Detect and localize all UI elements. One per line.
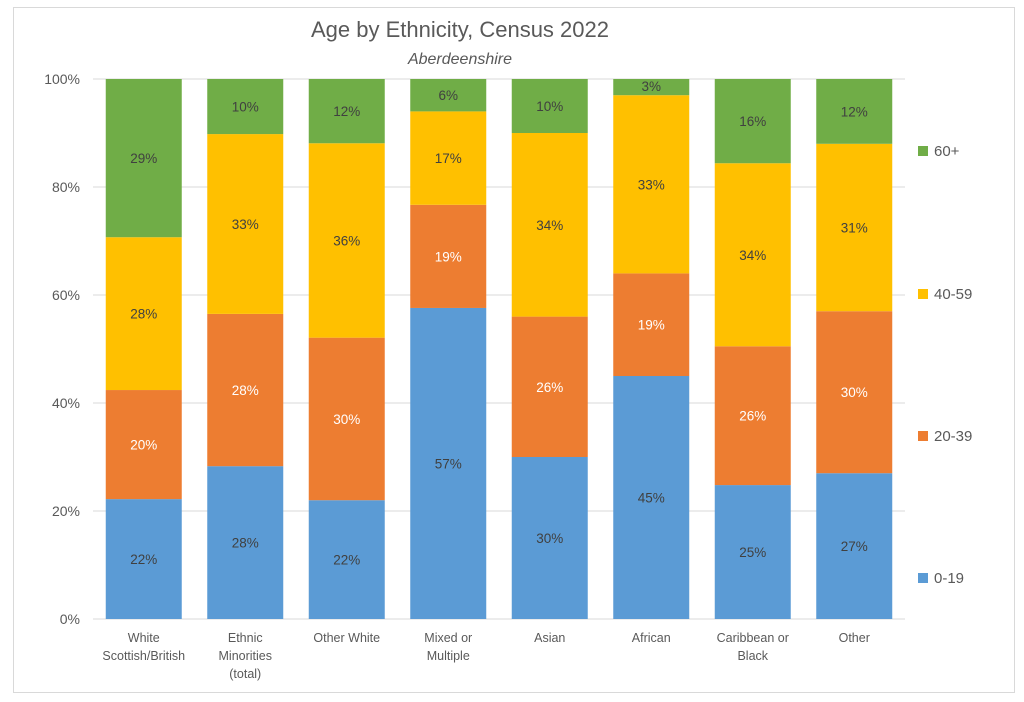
bar-segment-20-39 [714, 346, 791, 486]
y-tick-label: 60% [52, 287, 80, 303]
data-label: 30% [536, 531, 563, 546]
y-tick-label: 20% [52, 503, 80, 519]
data-label: 28% [232, 383, 259, 398]
bar-segment-20-39 [207, 313, 284, 467]
data-label: 30% [333, 412, 360, 427]
data-label: 26% [536, 380, 563, 395]
data-label: 25% [739, 545, 766, 560]
bar-segment-40-59 [410, 111, 487, 205]
bar-segment-40-59 [714, 163, 791, 347]
data-label: 19% [638, 318, 665, 333]
data-label: 57% [435, 456, 462, 471]
bar-segment-0-19 [816, 473, 893, 619]
legend: 60+ 40-59 20-39 0-19 [918, 143, 972, 587]
data-label: 10% [536, 99, 563, 114]
data-label: 12% [333, 104, 360, 119]
bar-segment-40-59 [207, 134, 284, 314]
chart-title: Age by Ethnicity, Census 2022 [311, 17, 609, 42]
x-category-label: African [632, 631, 671, 645]
data-label: 34% [739, 248, 766, 263]
legend-label-20-39: 20-39 [934, 428, 972, 445]
data-label: 22% [333, 553, 360, 568]
y-tick-label: 40% [52, 395, 80, 411]
bar-segment-0-19 [308, 500, 385, 619]
x-category-label: Other [839, 631, 870, 645]
x-category-label: (total) [229, 667, 261, 681]
bar-segment-20-39 [410, 204, 487, 308]
legend-label-40-59: 40-59 [934, 286, 972, 303]
chart-subtitle: Aberdeenshire [407, 51, 512, 68]
bar-segment-20-39 [816, 311, 893, 474]
data-label: 31% [841, 221, 868, 236]
bar-segment-40-59 [308, 143, 385, 338]
data-label: 29% [130, 151, 157, 166]
data-label: 30% [841, 385, 868, 400]
data-label: 27% [841, 539, 868, 554]
bar-segment-0-19 [511, 457, 588, 619]
bar-segment-20-39 [613, 273, 690, 376]
x-category-label: Other White [313, 631, 380, 645]
x-category-label: Asian [534, 631, 565, 645]
legend-swatch-60+ [918, 146, 928, 156]
bar-segment-20-39 [105, 390, 182, 500]
data-label: 45% [638, 491, 665, 506]
data-label: 22% [130, 552, 157, 567]
bar-segment-60+ [105, 79, 182, 238]
y-tick-label: 80% [52, 179, 80, 195]
bar-segment-60+ [308, 79, 385, 144]
legend-swatch-40-59 [918, 289, 928, 299]
bar-segment-60+ [816, 79, 893, 144]
bar-segment-0-19 [714, 485, 791, 619]
data-label: 20% [130, 438, 157, 453]
bar-segment-40-59 [511, 133, 588, 317]
bar-segment-20-39 [511, 316, 588, 457]
bar-segment-0-19 [207, 466, 284, 619]
bar-segment-20-39 [308, 337, 385, 501]
data-label: 3% [641, 79, 661, 94]
x-category-label: Mixed or [424, 631, 472, 645]
bar-segment-40-59 [613, 95, 690, 274]
y-axis-ticks: 0% 20% 40% 60% 80% 100% [44, 71, 80, 627]
data-label: 28% [130, 307, 157, 322]
bar-segment-60+ [613, 79, 690, 96]
data-label: 12% [841, 104, 868, 119]
bar-segment-40-59 [816, 143, 893, 312]
bar-segment-60+ [511, 79, 588, 133]
data-label: 16% [739, 114, 766, 129]
legend-label-0-19: 0-19 [934, 570, 964, 587]
legend-swatch-20-39 [918, 431, 928, 441]
x-axis-categories: White Scottish/British Ethnic Minorities (to… [102, 631, 869, 681]
bar-segment-60+ [207, 79, 284, 135]
x-category-label: Caribbean or [717, 631, 789, 645]
data-label: 6% [438, 88, 458, 103]
data-label: 36% [333, 233, 360, 248]
x-category-label: Black [737, 649, 768, 663]
data-label: 10% [232, 100, 259, 115]
bar-segment-0-19 [613, 376, 690, 619]
x-category-label: Minorities [219, 649, 273, 663]
y-tick-label: 100% [44, 71, 80, 87]
data-label: 33% [232, 217, 259, 232]
bar-segment-60+ [410, 79, 487, 112]
x-category-label: Multiple [427, 649, 470, 663]
data-label: 19% [435, 249, 462, 264]
y-tick-label: 0% [60, 611, 80, 627]
legend-label-60+: 60+ [934, 143, 960, 160]
data-label: 26% [739, 409, 766, 424]
bars [105, 79, 893, 619]
x-category-label: White [128, 631, 160, 645]
bar-segment-0-19 [410, 307, 487, 619]
x-category-label: Scottish/British [102, 649, 185, 663]
x-category-label: Ethnic [228, 631, 263, 645]
data-label: 34% [536, 218, 563, 233]
data-label: 28% [232, 536, 259, 551]
data-labels: 22% 20% 28% 29% 28% 28% 33% 10% 22% 30% 36% 12% 57% 1… [130, 79, 868, 567]
data-label: 33% [638, 177, 665, 192]
legend-swatch-0-19 [918, 573, 928, 583]
bar-segment-0-19 [105, 499, 182, 619]
bar-segment-40-59 [105, 237, 182, 391]
bar-segment-60+ [714, 79, 791, 164]
data-label: 17% [435, 151, 462, 166]
